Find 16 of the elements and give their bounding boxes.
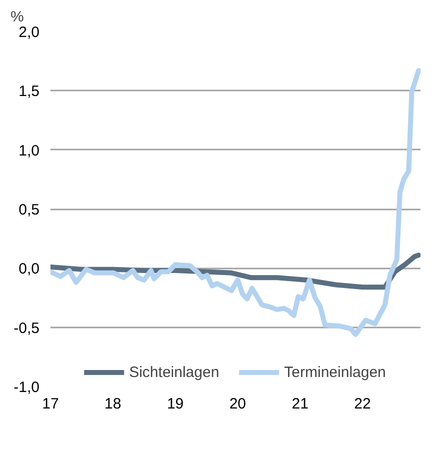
y-tick-label: 2,0 xyxy=(18,24,40,41)
y-tick-label: 1,5 xyxy=(18,83,40,100)
y-tick-label: -0,5 xyxy=(14,320,40,337)
x-tick-label: 17 xyxy=(42,396,59,412)
y-tick-label: 0,5 xyxy=(18,202,40,218)
x-tick-label: 22 xyxy=(354,396,371,412)
legend-label: Termineinlagen xyxy=(284,364,386,380)
legend-label: Sichteinlagen xyxy=(129,364,220,380)
y-axis-title: % xyxy=(10,8,24,26)
y-tick-label: -1,0 xyxy=(14,379,40,396)
x-tick-label: 18 xyxy=(104,396,122,412)
x-tick-label: 20 xyxy=(229,396,246,412)
x-tick-label: 21 xyxy=(292,396,308,412)
x-tick-label: 19 xyxy=(166,396,184,412)
y-tick-label: 0,0 xyxy=(18,260,40,278)
y-tick-label: 1,0 xyxy=(18,142,40,160)
